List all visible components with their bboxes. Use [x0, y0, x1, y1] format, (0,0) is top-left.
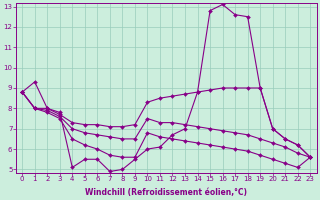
X-axis label: Windchill (Refroidissement éolien,°C): Windchill (Refroidissement éolien,°C): [85, 188, 247, 197]
